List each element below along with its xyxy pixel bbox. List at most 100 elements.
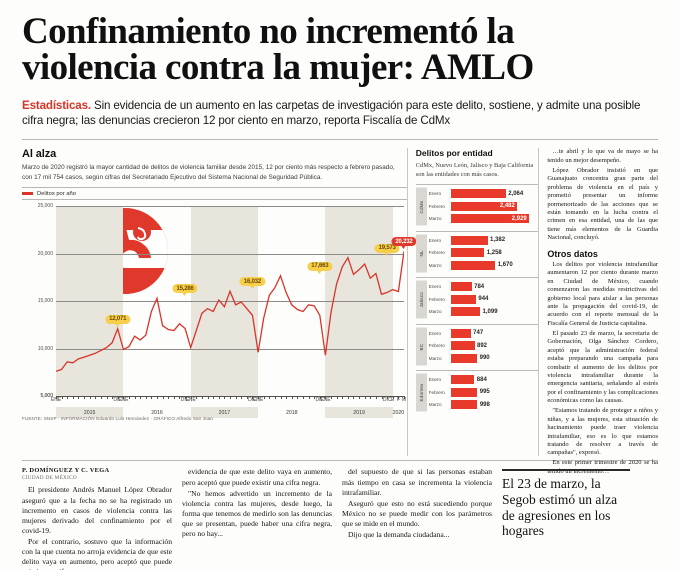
entity-month-label: Febrero [428,203,445,209]
entity-bars-panel: Delitos por entidad CdMx, Nuevo León, Ja… [406,148,539,457]
entity-bar [450,248,485,258]
entity-bar-value: 2,064 [508,190,524,197]
entity-bar-value: 944 [478,296,489,303]
entity-bar-value: 884 [476,376,487,383]
entity-bar: 2,929 [450,214,529,224]
line-chart-panel: Al alza Marzo de 2020 registró la mayor … [22,148,417,456]
chart-year-label: 2020 [392,409,405,416]
infographic-block: Al alza Marzo de 2020 registró la mayor … [22,148,658,475]
entity-bar [450,189,506,199]
entity-bar [450,375,475,385]
entity-bar [450,387,478,397]
chart-y-tick-label: 5,000 [40,393,53,400]
entity-bar-row: Enero 784 [429,281,539,292]
entity-month-label: Febrero [428,250,445,256]
entity-bar-row: Marzo 2,929 [429,213,539,224]
chart-x-tick [336,396,338,400]
chart-x-tick-label: DIC [315,397,325,404]
entity-month-label: Enero [428,330,442,336]
entity-name-label: Jalisco [415,281,427,319]
chart-x-tick [168,396,170,400]
entity-bar [450,260,496,270]
story-paragraph: El presidente Andrés Manuel López Obrado… [22,485,172,535]
chart-x-tick [342,396,344,400]
entity-bar-value: 990 [479,355,490,362]
entity-month-label: Marzo [428,216,442,222]
story-paragraph: evidencia de que este delito vaya en aum… [182,467,332,487]
chart-x-tick-label: M [401,397,407,404]
chart-y-tick-label: 5,000 [40,393,53,400]
chart-x-tick [140,396,142,400]
chart-x-tick-label: F [396,397,400,404]
chart-subtitle: Marzo de 2020 registró la mayor cantidad… [22,164,395,181]
chart-y-tick-label: 25,000 [37,203,53,210]
chart-x-tick [280,396,282,400]
entity-bar-rows: Enero 784 Febrero 944 Marzo 1,099 [429,281,539,319]
entity-group: NL Enero 1,382 Febrero 1,258 Marzo 1,670 [415,230,539,273]
entity-bar [450,328,471,338]
chart-x-tick [263,396,265,400]
entity-bar [450,341,475,351]
entity-month-label: Febrero [428,296,445,302]
entity-bar-row: Marzo 1,670 [429,260,539,271]
chart-gridline [56,301,404,303]
chart-x-tick [201,396,203,400]
chart-x-tick [117,396,119,400]
chart-gridline [56,348,404,350]
entity-bar [450,307,481,317]
chart-x-tick-label: DIC [248,397,257,404]
chart-data-label: 20,232 [391,237,417,250]
chart-x-tick [173,396,175,400]
chart-y-tick-label: 15,000 [37,298,53,305]
chart-x-tick [364,396,366,400]
chart-data-label: 19,573 [374,243,400,256]
chart-x-tick [213,396,215,400]
story-column-1: P. Domínguez y C. Vega Ciudad de México … [22,467,172,570]
chart-x-tick [56,396,57,400]
entity-bar-row: Febrero 944 [429,294,539,305]
chart-x-axis: ENE DIC ENE DIC ENE DIC ENE DIC ENE DIC E F M [51,396,407,406]
entity-bar [450,353,478,363]
story-paragraph: Por el contrario, sostuvo que la informa… [22,536,172,570]
entity-name-label: NL [415,234,427,273]
story-column-3: del supuesto de que si las personas esta… [342,467,492,570]
chart-x-tick [151,396,153,400]
chart-x-tick [123,396,125,400]
chart-x-tick [246,396,248,400]
chart-x-tick [95,396,97,400]
entity-bar-value: 2,929 [511,215,527,222]
chart-x-tick-label: ENE [118,397,129,404]
chart-x-tick [84,396,86,400]
entity-bar-row: Marzo 990 [429,353,539,364]
entity-bar [450,235,488,245]
chart-x-tick [230,396,231,400]
entity-bar-rows: Enero 1,382 Febrero 1,258 Marzo 1,670 [429,235,539,273]
entity-bar-value: 1,258 [486,249,502,256]
entity-bar-row: Enero 2,064 [429,188,539,199]
chart-data-label: 15,286 [172,284,198,297]
chart-x-tick [375,396,377,400]
entity-month-label: Marzo [428,355,442,361]
chart-x-tick [72,396,74,400]
chart-line-series [56,251,404,372]
chart-x-tick [359,396,361,400]
entity-panel-title: Delitos por entidad [415,148,493,159]
chart-x-tick [134,396,136,400]
entity-group: Edomex Enero 884 Febrero 995 Marzo 998 [415,370,539,412]
chart-data-label: 16,032 [239,277,266,290]
chart-x-tick [398,396,400,400]
entity-month-label: Enero [428,284,442,290]
entity-panel-subtitle: CdMx, Nuevo León, Jalisco y Baja Califor… [415,161,534,179]
chart-x-tick [269,396,271,400]
entity-name-label: CdMx [415,188,427,226]
chart-x-tick-label: E [391,397,395,404]
article-dateline: Ciudad de México [22,475,77,482]
right-section-heading: Otros datos [547,248,598,259]
right-paragraph-1: …te abril y lo que va de mayo se ha teni… [547,148,658,164]
chart-x-tick [325,396,327,400]
entity-bar-row: Febrero 2,482 [429,201,539,212]
chart-y-tick-label: 20,000 [37,250,53,257]
header-divider [22,139,658,141]
chart-x-tick [353,396,355,400]
article-byline: P. Domínguez y C. Vega [22,467,110,475]
